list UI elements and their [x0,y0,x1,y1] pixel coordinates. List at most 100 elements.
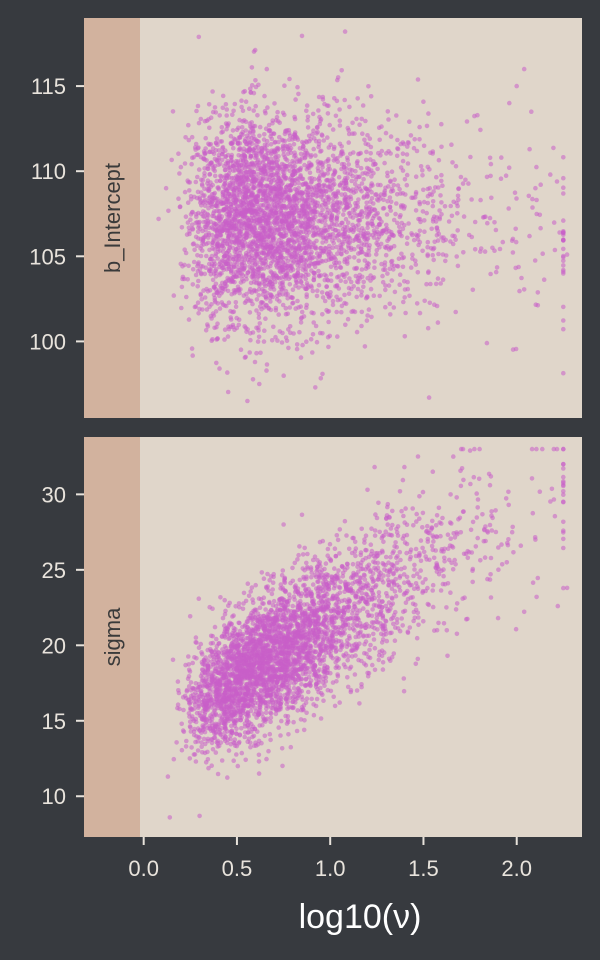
data-point [249,141,255,146]
data-point [190,226,195,231]
data-point [191,259,197,265]
data-point [534,197,539,203]
data-point [336,174,342,180]
data-point [350,222,355,228]
data-point [443,258,448,264]
data-point [418,538,424,543]
data-point [264,368,269,373]
data-point [352,131,357,136]
data-point [224,740,230,746]
data-point [534,164,539,170]
data-point [394,153,400,159]
data-point [435,276,441,281]
data-point [246,106,252,111]
data-point [503,496,509,501]
data-point [231,136,237,141]
data-point [350,120,355,126]
data-point [365,313,370,318]
data-point [247,230,253,235]
data-point [359,116,365,122]
data-point [561,318,566,323]
data-point [415,656,421,662]
data-point [297,577,303,583]
data-point [186,317,192,322]
data-point [280,260,286,265]
data-point [416,216,421,222]
data-point [354,116,359,122]
data-point [391,243,397,249]
data-point [498,176,504,181]
data-point [454,200,459,206]
data-point [463,177,468,183]
data-point [513,346,519,352]
data-point [304,302,310,308]
data-point [297,329,302,335]
data-point [232,168,238,173]
data-point [225,164,231,170]
data-point [281,247,287,253]
data-point [209,162,215,168]
data-point [355,96,361,101]
data-point [297,159,303,164]
data-point [344,239,349,244]
data-point [198,291,203,297]
data-point [200,213,206,219]
data-point [426,111,431,116]
data-point [342,29,348,34]
data-point [367,204,372,210]
data-point [281,231,287,236]
data-point [303,250,309,256]
data-point [283,265,288,271]
data-point [397,272,403,278]
data-point [251,108,256,113]
data-point [176,690,182,696]
data-point [247,129,253,134]
data-point [509,238,515,243]
data-point [315,129,320,135]
data-point [310,220,316,226]
data-point [236,187,242,192]
data-point [468,154,473,160]
data-point [385,173,390,179]
data-point [203,135,208,141]
data-point [353,168,358,174]
data-point [296,91,301,97]
data-point [309,249,314,255]
data-point [493,227,499,233]
data-point [213,221,219,227]
data-point [417,137,422,142]
data-point [257,231,262,236]
data-point [206,188,212,193]
data-point [262,156,268,162]
data-point [375,237,380,242]
data-point [254,253,260,258]
data-point [328,142,334,148]
data-point [335,159,341,164]
data-point [365,133,370,138]
data-point [333,227,339,233]
data-point [259,258,264,263]
data-point [299,220,304,225]
data-point [352,672,358,677]
data-point [254,199,260,204]
data-point [439,200,444,205]
data-point [211,151,217,156]
data-point [267,731,273,737]
data-point [461,477,466,483]
data-point [283,211,288,216]
data-point [488,173,493,179]
data-point [364,294,370,299]
data-point [183,214,189,219]
data-point [485,220,490,226]
data-point [272,271,277,276]
data-point [517,288,522,294]
data-point [246,252,251,257]
data-point [448,203,454,209]
data-point [197,306,202,312]
data-point [225,370,230,375]
data-point [325,309,331,315]
data-point [404,152,410,157]
data-point [360,103,366,108]
data-point [466,181,471,186]
data-point [356,244,361,249]
